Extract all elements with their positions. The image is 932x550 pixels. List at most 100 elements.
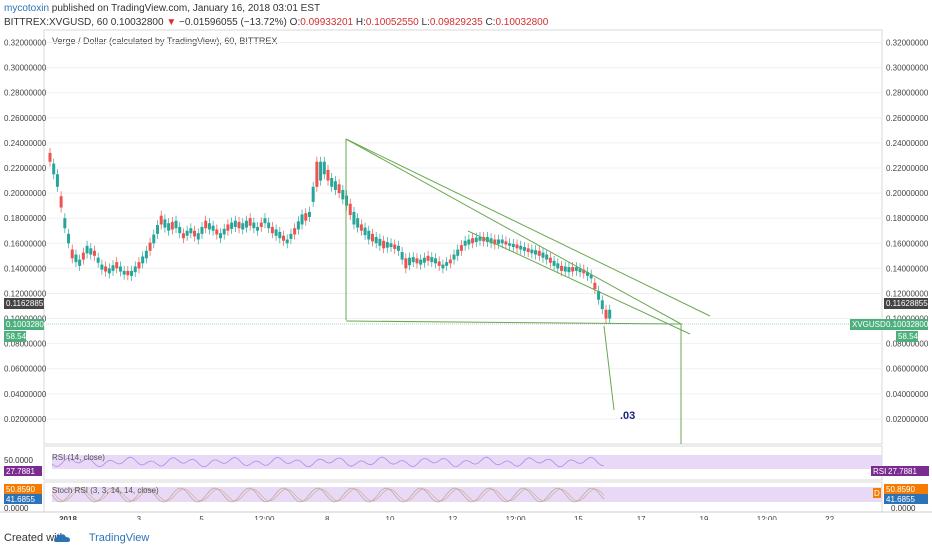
symbol-tag: XVGUSD bbox=[852, 320, 886, 329]
projection-drop[interactable] bbox=[603, 325, 615, 411]
candle-body bbox=[474, 237, 478, 243]
tradingview-brand[interactable]: TradingView bbox=[88, 532, 150, 544]
main-pane bbox=[43, 29, 883, 445]
candle-body bbox=[118, 266, 122, 272]
x-tick-label: 19 bbox=[700, 515, 709, 520]
candle-body bbox=[81, 252, 85, 260]
close-value: 0.10032800 bbox=[495, 17, 549, 28]
y-tick-label-right: 0.08000000 bbox=[886, 340, 929, 349]
candle-body bbox=[419, 259, 423, 265]
candle-body bbox=[597, 290, 601, 300]
y-tick-label-right: 0.18000000 bbox=[886, 214, 929, 223]
x-tick-label: 12:00 bbox=[757, 515, 778, 520]
candle-body bbox=[170, 221, 174, 230]
y-tick-label-left: 0.24000000 bbox=[4, 139, 47, 148]
y-tick-label-left: 0.14000000 bbox=[4, 264, 47, 273]
previous-price-tag-left bbox=[4, 298, 44, 309]
candle-body bbox=[196, 233, 200, 240]
last-price-right: 0.10032800 bbox=[886, 320, 929, 329]
y-tick-label-left: 0.18000000 bbox=[4, 214, 47, 223]
candle-body bbox=[89, 248, 93, 255]
trendline-3[interactable] bbox=[467, 230, 691, 335]
candle-body bbox=[204, 220, 208, 229]
candle-body bbox=[322, 161, 326, 175]
y-tick-label-right: 0.04000000 bbox=[886, 390, 929, 399]
candle-body bbox=[604, 309, 608, 319]
price-chart[interactable]: Verge / Dollar (calculated by TradingVie… bbox=[0, 0, 932, 520]
candle-body bbox=[59, 196, 63, 208]
y-tick-label-left: 0.04000000 bbox=[4, 390, 47, 399]
candle-body bbox=[219, 233, 223, 239]
candle-body bbox=[278, 231, 282, 239]
candle-body bbox=[441, 264, 445, 269]
stoch-k-tag-left bbox=[4, 484, 42, 494]
candle-body bbox=[159, 215, 163, 225]
y-tick-label-right: 0.20000000 bbox=[886, 189, 929, 198]
stoch-axis-label: 0.0000 bbox=[4, 504, 29, 513]
stoch-k-right: 50.8590 bbox=[886, 485, 915, 494]
candle-body bbox=[556, 263, 560, 269]
candle-body bbox=[560, 265, 564, 271]
rsi-label: RSI (14, close) bbox=[52, 453, 105, 462]
candle-body bbox=[207, 223, 211, 230]
candle-body bbox=[178, 226, 182, 234]
author-link[interactable]: mycotoxin bbox=[4, 3, 50, 14]
candle-body bbox=[241, 223, 245, 230]
candle-body bbox=[578, 268, 582, 273]
candle-body bbox=[359, 224, 363, 231]
candle-body bbox=[574, 267, 578, 271]
candle-body bbox=[211, 225, 215, 231]
last-price: 0.10032800 bbox=[110, 17, 164, 28]
y-tick-label-left: 0.32000000 bbox=[4, 39, 47, 48]
open-value: 0.09933201 bbox=[300, 17, 354, 28]
stoch-k-tag-right bbox=[884, 484, 928, 494]
candle-body bbox=[307, 211, 311, 217]
candle-body bbox=[571, 267, 575, 272]
support-line[interactable] bbox=[345, 320, 683, 325]
candle-body bbox=[389, 243, 393, 248]
candle-body bbox=[582, 269, 586, 274]
volume-left: 58.54 bbox=[6, 332, 27, 341]
candle-body bbox=[155, 225, 159, 234]
candle-body bbox=[226, 224, 230, 231]
tradingview-logo-icon bbox=[54, 534, 70, 542]
candle-body bbox=[370, 233, 374, 242]
down-arrow-icon: ▼ bbox=[166, 17, 177, 28]
candle-body bbox=[248, 218, 252, 226]
candle-body bbox=[144, 250, 148, 259]
candle-body bbox=[215, 229, 219, 235]
candle-body bbox=[552, 260, 556, 266]
candle-body bbox=[445, 262, 449, 266]
volume-right: 58.54 bbox=[898, 332, 919, 341]
candle-body bbox=[282, 235, 286, 241]
candle-body bbox=[404, 258, 408, 269]
trendline-2[interactable] bbox=[345, 138, 711, 317]
open-label: O: bbox=[289, 17, 301, 28]
x-tick-label: 12 bbox=[448, 515, 457, 520]
high-label: H: bbox=[355, 17, 366, 28]
y-tick-label-right: 0.06000000 bbox=[886, 365, 929, 374]
y-tick-label-right: 0.16000000 bbox=[886, 239, 929, 248]
y-tick-label-left: 0.08000000 bbox=[4, 340, 47, 349]
candle-body bbox=[426, 255, 430, 261]
candle-body bbox=[133, 266, 137, 273]
trendline-1[interactable] bbox=[345, 138, 682, 325]
stoch-d-tag-left bbox=[4, 494, 42, 504]
candle-body bbox=[367, 230, 371, 240]
stoch-label: Stoch RSI (3, 3, 14, 14, close) bbox=[52, 486, 159, 495]
candle-body bbox=[319, 161, 323, 181]
candle-body bbox=[526, 248, 530, 253]
x-tick-label: 12:00 bbox=[506, 515, 527, 520]
candle-body bbox=[304, 213, 308, 221]
candle-body bbox=[311, 186, 315, 202]
y-tick-label-right: 0.12000000 bbox=[886, 289, 929, 298]
candle-body bbox=[174, 220, 178, 229]
candle-body bbox=[471, 238, 475, 244]
candle-body bbox=[482, 237, 486, 242]
candle-body bbox=[504, 241, 508, 245]
x-tick-label: 15 bbox=[574, 515, 583, 520]
rsi-line bbox=[51, 456, 605, 468]
candle-body bbox=[126, 270, 130, 276]
candle-body bbox=[563, 266, 567, 272]
candle-body bbox=[285, 239, 289, 244]
